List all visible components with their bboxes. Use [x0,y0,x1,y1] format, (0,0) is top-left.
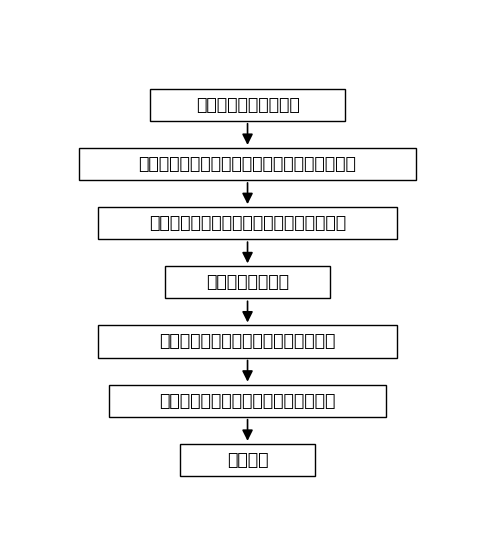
Text: 将推杆拉出模具型腔的同时，关闭喷枪: 将推杆拉出模具型腔的同时，关闭喷枪 [159,392,336,410]
Text: 打开喷枪，同时保持匀速向回拉收推杆: 打开喷枪，同时保持匀速向回拉收推杆 [159,333,336,350]
Bar [79,148,416,180]
Text: 喷涂完毕: 喷涂完毕 [227,451,268,469]
Text: 在推杆头部的下方架设支撑架，将推杆调平: 在推杆头部的下方架设支撑架，将推杆调平 [149,214,346,232]
Bar [98,325,397,358]
Bar [180,444,315,476]
Text: 匀速旋转模具型腔: 匀速旋转模具型腔 [206,273,289,291]
Bar [109,385,386,417]
Text: 将推杆在固定支架上从模具型腔一端推进另一端: 将推杆在固定支架上从模具型腔一端推进另一端 [139,155,356,173]
Bar [165,266,330,299]
Text: 将喷枪固定到推杆头部: 将喷枪固定到推杆头部 [196,96,299,113]
Bar [150,88,345,121]
Bar [98,207,397,239]
